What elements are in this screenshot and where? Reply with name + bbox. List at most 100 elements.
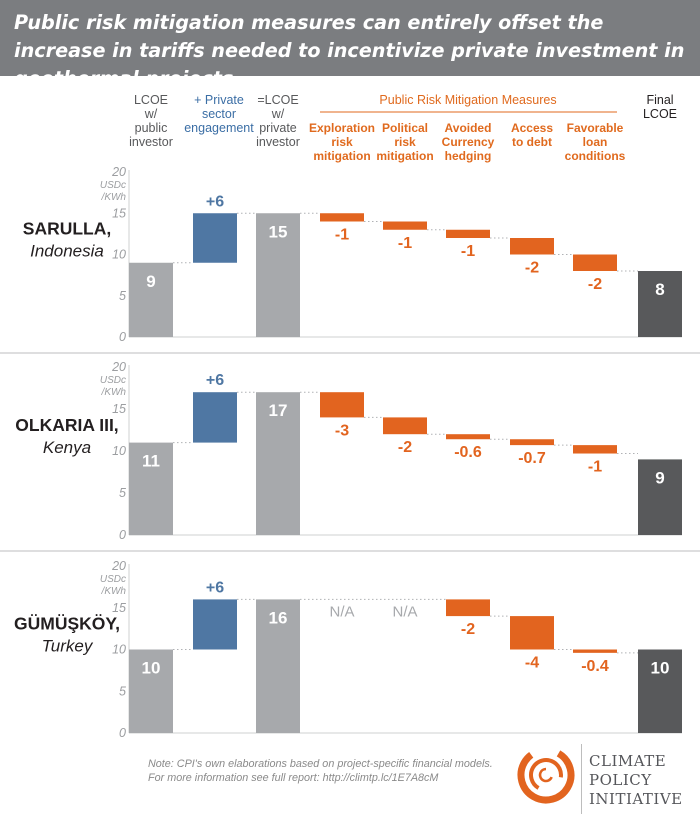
y-unit-label: /KWh bbox=[101, 586, 127, 597]
logo-wordmark: CLIMATE POLICY INITIATIVE bbox=[589, 752, 683, 809]
y-tick-label: 15 bbox=[112, 601, 126, 615]
y-tick-label: 15 bbox=[112, 206, 126, 220]
logo-line-2: POLICY bbox=[589, 771, 652, 789]
mitigation-label: -2 bbox=[588, 276, 602, 293]
y-tick-label: 20 bbox=[111, 360, 126, 374]
mitigation-bar bbox=[573, 445, 617, 454]
logo-line-3: INITIATIVE bbox=[589, 790, 683, 808]
header-final-lcoe: Final LCOE bbox=[643, 93, 677, 121]
panel-3: 20 15 10 5 0 USDc/KWh GÜMÜŞKÖY, Turkey 10 +6 16 N/A… bbox=[14, 559, 682, 740]
mitigation-label: -3 bbox=[335, 422, 349, 439]
header-measure-2: Political risk mitigation bbox=[376, 121, 433, 163]
logo-divider bbox=[581, 744, 582, 814]
total-bar bbox=[256, 599, 300, 733]
private-sector-label: +6 bbox=[206, 193, 224, 210]
project-country: Turkey bbox=[42, 636, 94, 655]
y-tick-label: 5 bbox=[119, 289, 126, 303]
private-sector-bar bbox=[193, 599, 237, 650]
header-mitigation-group: Public Risk Mitigation Measures bbox=[379, 93, 556, 107]
y-tick-label: 10 bbox=[112, 248, 126, 262]
cpi-logo-mark-icon bbox=[517, 746, 575, 804]
mitigation-label: -4 bbox=[525, 655, 539, 672]
mitigation-bar bbox=[573, 254, 617, 271]
project-name: OLKARIA III, bbox=[15, 415, 118, 435]
total-bar-label: 17 bbox=[269, 401, 288, 420]
mitigation-bar bbox=[320, 213, 364, 222]
mitigation-bar bbox=[510, 439, 554, 446]
header-measure-1: Exploration risk mitigation bbox=[309, 121, 375, 163]
total-bar-label: 16 bbox=[269, 608, 288, 627]
final-bar-label: 8 bbox=[655, 280, 664, 299]
y-tick-label: 5 bbox=[119, 684, 126, 698]
header-measure-4: Access to debt bbox=[511, 121, 553, 149]
y-tick-label: 0 bbox=[119, 330, 126, 344]
total-bar bbox=[256, 213, 300, 337]
mitigation-bar bbox=[383, 417, 427, 435]
mitigation-label: -1 bbox=[335, 227, 349, 244]
base-bar bbox=[129, 442, 173, 535]
panel-1: 20 15 10 5 0 USDc/KWh SARULLA, Indonesia 9 +6 15 -1… bbox=[0, 165, 700, 354]
private-sector-bar bbox=[193, 213, 237, 263]
final-bar bbox=[638, 649, 682, 733]
y-unit-label: /KWh bbox=[101, 387, 127, 398]
y-tick-label: 20 bbox=[111, 165, 126, 179]
note-line-1: Note: CPI's own elaborations based on pr… bbox=[148, 758, 493, 770]
project-name: GÜMÜŞKÖY, bbox=[14, 613, 120, 633]
header-measure-5: Favorable loan conditions bbox=[565, 121, 626, 163]
y-tick-label: 20 bbox=[111, 559, 126, 573]
y-unit-label: /KWh bbox=[101, 192, 127, 203]
private-sector-label: +6 bbox=[206, 579, 224, 596]
y-tick-label: 10 bbox=[112, 444, 126, 458]
mitigation-bar bbox=[510, 238, 554, 255]
source-note: Note: CPI's own elaborations based on pr… bbox=[148, 757, 493, 785]
y-tick-label: 0 bbox=[119, 726, 126, 740]
not-applicable-label: N/A bbox=[392, 603, 417, 620]
y-unit-label: USDc bbox=[100, 375, 126, 386]
mitigation-bar bbox=[446, 229, 490, 238]
mitigation-bar bbox=[446, 434, 490, 440]
final-bar bbox=[638, 271, 682, 337]
mitigation-label: -0.4 bbox=[581, 658, 609, 675]
header-lcoe-public: LCOE w/public investor bbox=[129, 93, 173, 149]
logo-line-1: CLIMATE bbox=[589, 752, 667, 770]
private-sector-label: +6 bbox=[206, 372, 224, 389]
mitigation-bar bbox=[383, 221, 427, 230]
mitigation-bar bbox=[573, 649, 617, 653]
mitigation-bar bbox=[320, 392, 364, 418]
waterfall-chart: LCOE w/public investor + Private sector engag… bbox=[0, 93, 700, 740]
mitigation-label: -0.6 bbox=[454, 444, 482, 461]
base-bar-label: 9 bbox=[146, 272, 155, 291]
final-bar bbox=[638, 459, 682, 535]
mitigation-bar bbox=[510, 616, 554, 650]
y-tick-label: 10 bbox=[112, 643, 126, 657]
y-tick-label: 0 bbox=[119, 528, 126, 542]
mitigation-label: -2 bbox=[525, 260, 539, 277]
y-tick-label: 15 bbox=[112, 402, 126, 416]
cpi-logo: CLIMATE POLICY INITIATIVE bbox=[515, 742, 695, 817]
y-unit-label: USDc bbox=[100, 574, 126, 585]
project-country: Indonesia bbox=[30, 242, 104, 261]
mitigation-label: -1 bbox=[398, 235, 412, 252]
final-bar-label: 9 bbox=[655, 468, 664, 487]
y-tick-label: 5 bbox=[119, 486, 126, 500]
base-bar-label: 10 bbox=[142, 659, 161, 678]
project-country: Kenya bbox=[43, 438, 91, 457]
title-bar: Public risk mitigation measures can enti… bbox=[0, 0, 700, 90]
not-applicable-label: N/A bbox=[329, 603, 354, 620]
header-lcoe-private: =LCOE w/private investor bbox=[256, 93, 300, 149]
header-measure-3: Avoided Currency hedging bbox=[442, 121, 495, 163]
mitigation-label: -0.7 bbox=[518, 450, 546, 467]
note-line-2: For more information see full report: ht… bbox=[148, 772, 439, 784]
panel-2: 20 15 10 5 0 USDc/KWh OLKARIA III, Kenya 11 +6 17 -… bbox=[0, 360, 700, 552]
y-unit-label: USDc bbox=[100, 180, 126, 191]
private-sector-bar bbox=[193, 392, 237, 443]
mitigation-bar bbox=[446, 599, 490, 617]
mitigation-label: -1 bbox=[588, 459, 602, 476]
header-private-engagement: + Private sector engagement bbox=[184, 93, 254, 135]
final-bar-label: 10 bbox=[651, 659, 670, 678]
mitigation-label: -2 bbox=[398, 439, 412, 456]
total-bar-label: 15 bbox=[269, 222, 288, 241]
base-bar bbox=[129, 262, 173, 337]
chart-title: Public risk mitigation measures can enti… bbox=[14, 11, 685, 90]
mitigation-label: -2 bbox=[461, 621, 475, 638]
